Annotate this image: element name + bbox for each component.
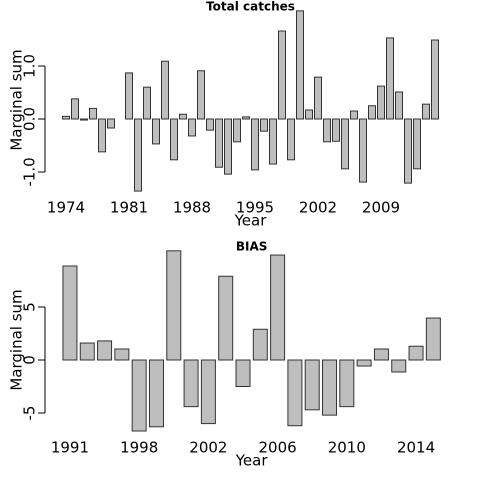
bar [356,359,372,367]
bar [314,76,322,120]
bar [296,10,304,120]
bar [251,118,259,171]
bar [350,110,358,120]
y-axis-label: Marginal sum [8,49,26,150]
bar [80,118,88,121]
bar [218,275,234,361]
bar [391,359,407,373]
bar [377,85,385,120]
chart-title: BIAS [236,240,268,254]
x-tick-label: 1988 [173,199,211,217]
bar [200,359,216,425]
bar [323,118,331,143]
bar [305,109,313,120]
x-tick-label: 1991 [51,439,89,457]
bar [161,60,169,120]
x-axis-label: Year [235,452,269,470]
y-tick-label: 5 [21,302,39,312]
bar [166,250,182,361]
bar [252,328,268,361]
bar [287,359,303,427]
bar [143,86,151,120]
bar [179,113,187,120]
bar [395,91,403,120]
bar [425,317,441,361]
bar [62,115,70,120]
y-tick-label: -1.0 [21,157,39,186]
bar [373,348,389,361]
bar [368,105,376,120]
x-tick-label: 2014 [397,439,435,457]
bar [183,359,199,408]
y-tick-label: 0 [21,355,39,365]
bar [287,118,295,161]
y-tick-label: 0.0 [21,107,39,131]
bar [79,342,95,361]
bar [278,30,286,120]
bar [197,70,205,120]
bar [215,118,223,168]
bar [62,265,78,361]
bar [206,118,214,131]
bar [404,118,412,184]
bar [322,359,338,416]
bar [269,118,277,165]
bar [148,359,164,428]
x-tick-label: 1995 [236,199,274,217]
y-tick-label: 1.0 [21,54,39,78]
x-tick-label: 2010 [328,439,366,457]
bar [386,37,394,120]
bar [107,118,115,129]
bar [359,118,367,183]
bar [188,118,196,137]
bar [339,359,355,408]
bar [98,118,106,153]
bar [408,345,424,361]
chart-title: Total catches [206,0,295,14]
x-tick-label: 1974 [47,199,85,217]
bar [304,359,320,411]
bar [170,118,178,161]
x-tick-label: 1981 [110,199,148,217]
bar [431,39,439,120]
x-axis-label: Year [234,212,268,230]
x-tick-label: 2002 [189,439,227,457]
y-tick-label: -5 [21,406,39,421]
bar [97,340,113,361]
bar [125,72,133,120]
bar [242,116,250,120]
x-tick-label: 2002 [299,199,337,217]
x-tick-label: 2009 [362,199,400,217]
bar [134,118,142,192]
bar [152,118,160,145]
bar [332,118,340,142]
bar [270,254,286,361]
bar [413,118,421,170]
bar [260,118,268,132]
y-axis-label: Marginal sum [8,289,26,390]
bar [422,103,430,120]
bar [233,118,241,143]
bar [114,348,130,361]
bar [235,359,251,387]
bar [341,118,349,170]
bar [131,359,147,432]
bar [71,98,79,120]
x-tick-label: 2006 [259,439,297,457]
bar [89,107,97,120]
bar [224,118,232,175]
x-tick-label: 1998 [120,439,158,457]
